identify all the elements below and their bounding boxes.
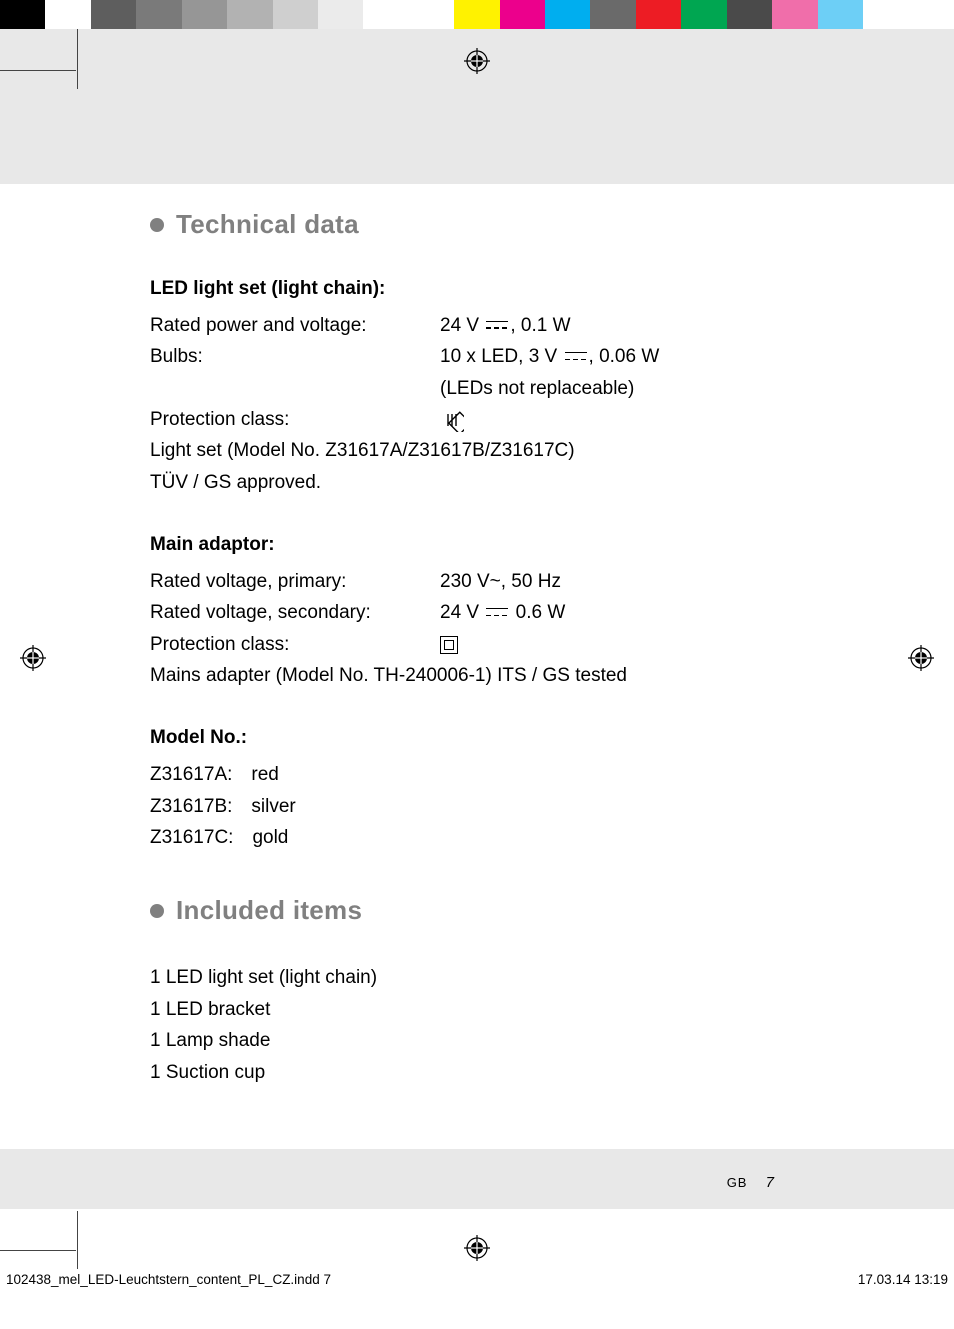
color-swatch bbox=[136, 0, 181, 29]
color-swatch bbox=[818, 0, 863, 29]
spec-row: Rated power and voltage: 24 V , 0.1 W bbox=[150, 310, 804, 341]
registration-mark-icon bbox=[908, 645, 934, 671]
spec-value: 230 V~, 50 Hz bbox=[440, 566, 804, 597]
spec-label: Protection class: bbox=[150, 404, 440, 435]
included-item: 1 Suction cup bbox=[150, 1057, 804, 1088]
color-swatch bbox=[318, 0, 363, 29]
bottom-gray-band bbox=[0, 1149, 954, 1209]
model-title: Model No.: bbox=[150, 727, 804, 749]
color-swatch bbox=[182, 0, 227, 29]
technical-data-heading: Technical data bbox=[150, 209, 804, 240]
page-number: GB 7 bbox=[727, 1174, 774, 1191]
spec-value bbox=[440, 629, 804, 660]
included-section: 1 LED light set (light chain) 1 LED brac… bbox=[150, 962, 804, 1087]
tuv-approval: TÜV / GS approved. bbox=[150, 467, 804, 498]
model-section: Model No.: Z31617A: red Z31617B: silver … bbox=[150, 727, 804, 853]
spec-row: Bulbs: 10 x LED, 3 V , 0.06 W bbox=[150, 341, 804, 372]
color-swatch bbox=[727, 0, 772, 29]
crop-mark bbox=[0, 1250, 76, 1251]
color-swatch bbox=[409, 0, 454, 29]
registration-mark-icon bbox=[464, 1235, 490, 1261]
mains-adapter: Mains adapter (Model No. TH-240006-1) IT… bbox=[150, 660, 804, 691]
included-item: 1 Lamp shade bbox=[150, 1025, 804, 1056]
color-swatch bbox=[363, 0, 408, 29]
heading-text: Technical data bbox=[176, 209, 359, 240]
included-items-heading: Included items bbox=[150, 895, 804, 926]
crop-mark bbox=[77, 29, 78, 89]
model-c: Z31617C: gold bbox=[150, 822, 804, 853]
color-swatch bbox=[636, 0, 681, 29]
color-calibration-bar bbox=[0, 0, 954, 29]
color-swatch bbox=[273, 0, 318, 29]
spec-value: 10 x LED, 3 V , 0.06 W bbox=[440, 341, 804, 372]
color-swatch bbox=[45, 0, 90, 29]
spec-label: Rated power and voltage: bbox=[150, 310, 440, 341]
adaptor-title: Main adaptor: bbox=[150, 534, 804, 556]
spec-value: 24 V 0.6 W bbox=[440, 597, 804, 628]
spec-row: Protection class: bbox=[150, 629, 804, 660]
class-iii-icon bbox=[440, 408, 464, 432]
lightset-model: Light set (Model No. Z31617A/Z31617B/Z31… bbox=[150, 435, 804, 466]
color-swatch bbox=[908, 0, 953, 29]
crop-mark bbox=[77, 1211, 78, 1269]
spec-label: Rated voltage, secondary: bbox=[150, 597, 440, 628]
registration-mark-icon bbox=[464, 48, 490, 74]
page-content: Technical data LED light set (light chai… bbox=[0, 184, 954, 1088]
bulbs-note: (LEDs not replaceable) bbox=[440, 373, 804, 404]
registration-mark-icon bbox=[20, 645, 46, 671]
color-swatch bbox=[863, 0, 908, 29]
color-swatch bbox=[0, 0, 45, 29]
spec-row: Rated voltage, primary: 230 V~, 50 Hz bbox=[150, 566, 804, 597]
spec-row: Protection class: bbox=[150, 404, 804, 435]
model-a: Z31617A: red bbox=[150, 759, 804, 790]
color-swatch bbox=[681, 0, 726, 29]
adaptor-section: Main adaptor: Rated voltage, primary: 23… bbox=[150, 534, 804, 691]
spec-value bbox=[440, 404, 804, 435]
dc-symbol-icon bbox=[486, 321, 508, 331]
spec-label: Protection class: bbox=[150, 629, 440, 660]
footer-filename: 102438_mel_LED-Leuchtstern_content_PL_CZ… bbox=[6, 1272, 331, 1287]
footer-date: 17.03.14 13:19 bbox=[858, 1272, 948, 1287]
included-item: 1 LED bracket bbox=[150, 994, 804, 1025]
heading-text: Included items bbox=[176, 895, 362, 926]
color-swatch bbox=[500, 0, 545, 29]
color-swatch bbox=[772, 0, 817, 29]
spec-value: 24 V , 0.1 W bbox=[440, 310, 804, 341]
led-title: LED light set (light chain): bbox=[150, 278, 804, 300]
footer: 102438_mel_LED-Leuchtstern_content_PL_CZ… bbox=[0, 1272, 954, 1287]
class-ii-icon bbox=[440, 636, 458, 654]
color-swatch bbox=[545, 0, 590, 29]
led-section: LED light set (light chain): Rated power… bbox=[150, 278, 804, 498]
included-item: 1 LED light set (light chain) bbox=[150, 962, 804, 993]
spec-row: (LEDs not replaceable) bbox=[150, 373, 804, 404]
dc-symbol-icon bbox=[486, 608, 508, 618]
spec-label: Rated voltage, primary: bbox=[150, 566, 440, 597]
bullet-icon bbox=[150, 218, 164, 232]
spec-row: Rated voltage, secondary: 24 V 0.6 W bbox=[150, 597, 804, 628]
color-swatch bbox=[590, 0, 635, 29]
model-b: Z31617B: silver bbox=[150, 791, 804, 822]
dc-symbol-icon bbox=[565, 352, 587, 362]
color-swatch bbox=[227, 0, 272, 29]
spec-label: Bulbs: bbox=[150, 341, 440, 372]
bullet-icon bbox=[150, 904, 164, 918]
crop-mark bbox=[0, 70, 76, 71]
color-swatch bbox=[91, 0, 136, 29]
color-swatch bbox=[454, 0, 499, 29]
